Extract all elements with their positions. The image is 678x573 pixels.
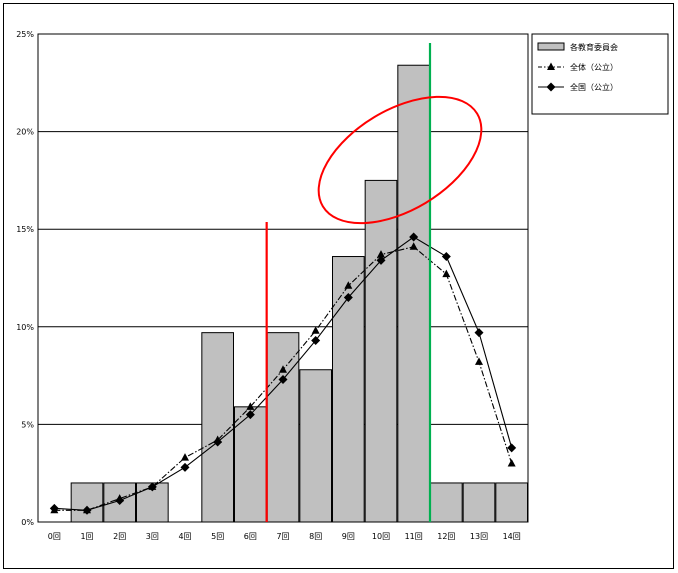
x-tick-label-2: 2回 <box>113 532 126 541</box>
legend-swatch-0 <box>537 42 565 51</box>
bar-11 <box>397 64 431 523</box>
legend-label-0: 各教育委員会 <box>570 42 618 52</box>
legend-label-2: 全国（公立） <box>570 82 618 92</box>
x-tick-label-3: 3回 <box>146 532 159 541</box>
series-0-point-6 <box>246 402 255 410</box>
annotation-ellipse <box>317 95 483 225</box>
y-tick-label-2: 10% <box>16 323 34 332</box>
series-1-point-8 <box>311 335 321 345</box>
series-0-point-13 <box>475 357 483 365</box>
series-1-point-2 <box>115 496 125 506</box>
legend-marker-1 <box>547 62 555 70</box>
bar-7 <box>266 332 300 523</box>
line-series <box>49 232 517 515</box>
series-1-point-14 <box>507 443 517 453</box>
x-tick-label-11: 11回 <box>405 532 423 541</box>
y-tick-label-4: 20% <box>16 128 34 137</box>
y-tick-label-3: 15% <box>16 225 34 234</box>
x-tick-label-0: 0回 <box>48 532 61 541</box>
legend-marker-2 <box>546 82 556 92</box>
series-0-point-14 <box>507 458 516 467</box>
bar-14 <box>495 482 529 523</box>
x-tick-label-9: 9回 <box>342 532 355 541</box>
x-tick-label-1: 1回 <box>80 532 93 541</box>
series-1-point-11 <box>409 232 419 242</box>
y-axis-ticks: 0% 5% 10% 15% 20% 25% <box>16 30 34 527</box>
bar-8 <box>299 369 333 523</box>
x-tick-label-5: 5回 <box>211 532 224 541</box>
x-tick-label-14: 14回 <box>503 532 521 541</box>
bar-5 <box>201 332 234 523</box>
series-1-point-9 <box>343 293 353 303</box>
series-0-point-12 <box>442 269 451 278</box>
series-1-point-7 <box>278 375 288 385</box>
series-1-point-6 <box>245 410 255 420</box>
series-1-point-0 <box>49 503 59 513</box>
x-tick-label-8: 8回 <box>309 532 322 541</box>
y-tick-label-0: 0% <box>21 518 34 527</box>
series-0-point-7 <box>279 365 287 373</box>
series-1-point-13 <box>474 328 484 338</box>
series-1-point-4 <box>180 462 190 472</box>
annotations <box>265 43 483 522</box>
series-1-point-3 <box>147 482 157 492</box>
x-tick-label-4: 4回 <box>178 532 191 541</box>
x-tick-label-7: 7回 <box>276 532 289 541</box>
legend-label-1: 全体（公立） <box>570 62 618 72</box>
series-0-point-11 <box>409 242 418 250</box>
series-1-point-1 <box>82 505 92 515</box>
bar-series <box>70 64 529 523</box>
y-tick-label-1: 5% <box>21 420 34 429</box>
plot-border <box>37 33 529 523</box>
series-0-point-4 <box>181 453 189 461</box>
bar-13 <box>462 482 496 523</box>
x-tick-label-12: 12回 <box>437 532 455 541</box>
series-0-point-9 <box>344 281 353 289</box>
series-1-point-5 <box>213 437 223 447</box>
x-axis-ticks: 0回 1回 2回 3回 4回 5回 6回 7回 8回 9回 10回 11回 12回 13回 14回 <box>48 532 521 541</box>
x-tick-label-10: 10回 <box>372 532 390 541</box>
x-tick-label-6: 6回 <box>244 532 257 541</box>
bar-12 <box>430 482 463 523</box>
y-tick-label-5: 25% <box>16 30 34 39</box>
bar-6 <box>234 406 267 523</box>
bar-10 <box>364 179 398 523</box>
bar-1 <box>70 482 104 523</box>
series-0-point-8 <box>311 326 320 334</box>
series-1-point-10 <box>376 255 386 265</box>
series-0-point-10 <box>377 250 385 258</box>
x-tick-label-13: 13回 <box>470 532 488 541</box>
series-1-point-12 <box>441 252 451 262</box>
